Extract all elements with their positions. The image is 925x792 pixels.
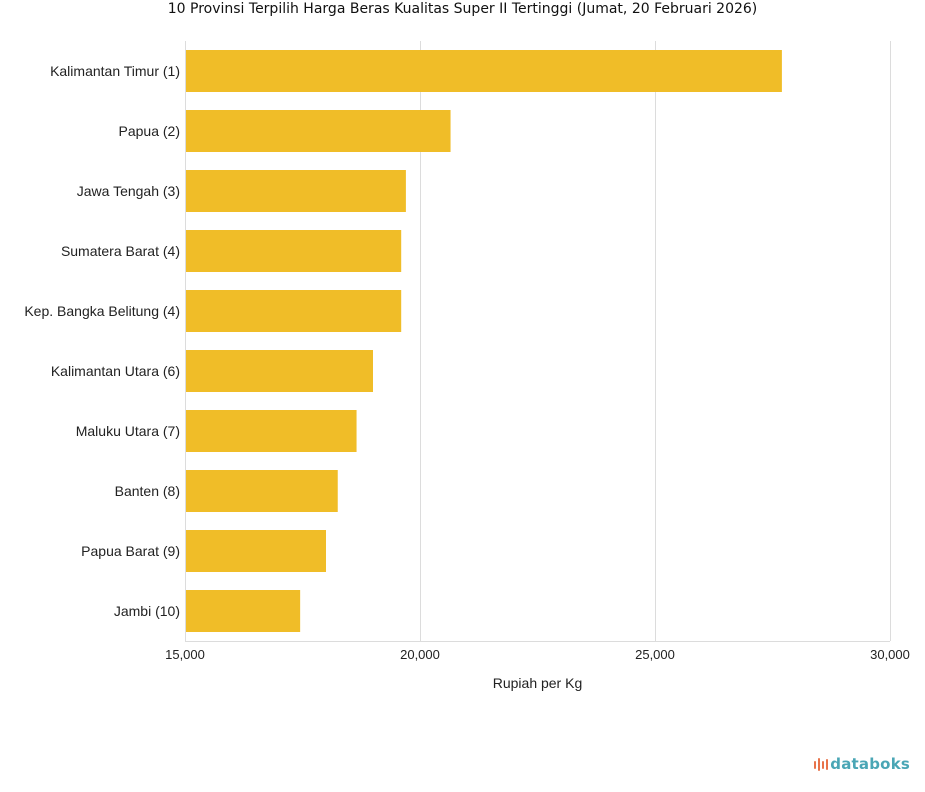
logo-bar	[826, 759, 829, 770]
bar	[186, 410, 357, 452]
logo-bar	[822, 761, 825, 769]
brand-logo: databoks	[812, 754, 910, 774]
category-label: Kalimantan Utara (6)	[51, 363, 180, 379]
category-label: Kalimantan Timur (1)	[50, 63, 180, 79]
bar	[186, 350, 373, 392]
category-label: Kep. Bangka Belitung (4)	[24, 303, 180, 319]
logo-bar	[814, 761, 817, 769]
category-label: Jawa Tengah (3)	[77, 183, 180, 199]
grid-lines	[185, 41, 891, 642]
category-label: Banten (8)	[115, 483, 180, 499]
databoks-logo-icon	[814, 758, 829, 771]
category-label: Jambi (10)	[114, 603, 180, 619]
bar	[186, 530, 326, 572]
category-label: Papua Barat (9)	[81, 543, 180, 559]
logo-bar	[818, 758, 821, 771]
x-tick-label: 15,000	[165, 647, 205, 662]
bar	[186, 170, 406, 212]
category-label: Sumatera Barat (4)	[61, 243, 180, 259]
bars	[186, 50, 782, 632]
bar	[186, 470, 338, 512]
bar	[186, 50, 782, 92]
bar	[186, 590, 301, 632]
x-axis-title: Rupiah per Kg	[493, 675, 583, 691]
brand-name: databoks	[830, 755, 910, 773]
x-tick-label: 30,000	[870, 647, 910, 662]
category-label: Papua (2)	[119, 123, 180, 139]
x-tick-labels: 15,000 20,000 25,000 30,000	[165, 647, 910, 662]
bar	[186, 290, 402, 332]
chart-title: 10 Provinsi Terpilih Harga Beras Kualita…	[167, 1, 758, 17]
bar	[186, 230, 402, 272]
bar	[186, 110, 451, 152]
category-labels: Kalimantan Timur (1) Papua (2) Jawa Tengah…	[24, 63, 180, 619]
x-tick-label: 25,000	[635, 647, 675, 662]
x-tick-label: 20,000	[400, 647, 440, 662]
category-label: Maluku Utara (7)	[76, 423, 180, 439]
